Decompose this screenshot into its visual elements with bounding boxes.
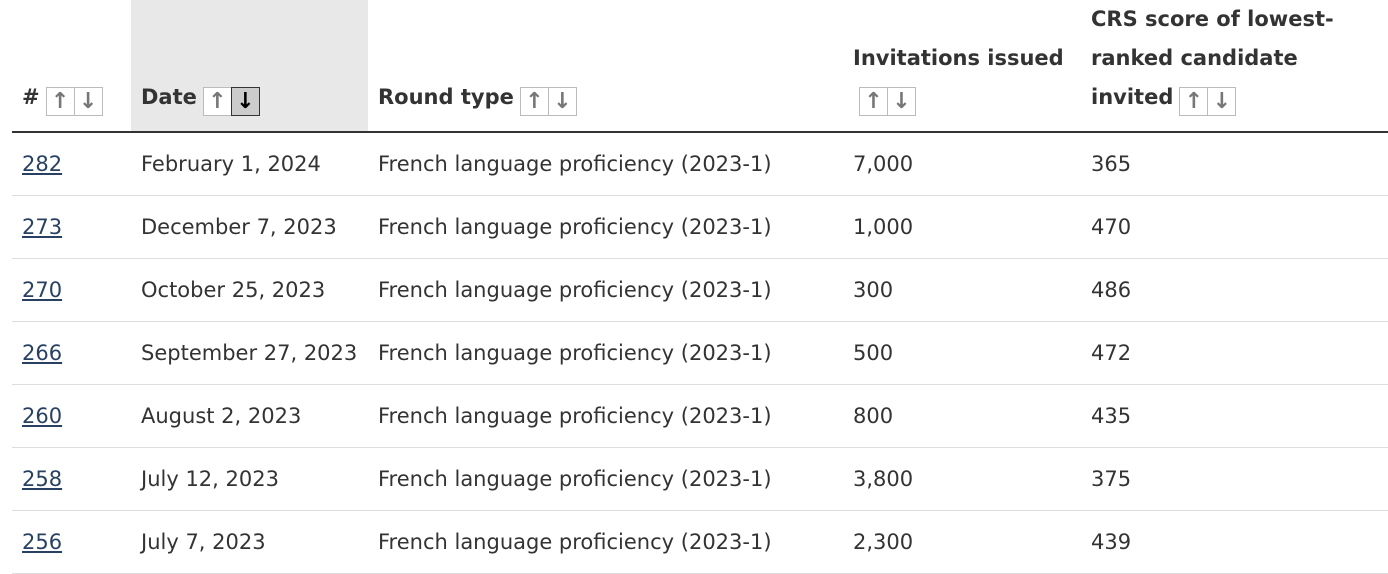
cell-num: 258: [12, 447, 131, 511]
cell-inv: 300: [843, 258, 1081, 322]
rounds-table: # ↑ ↓ Date ↑ ↓ Round type ↑ ↓ Invitations issu…: [12, 0, 1388, 574]
table-row: 256 July 7, 2023 French language proficien…: [12, 510, 1388, 574]
cell-round: French language proficiency (2023-1): [368, 321, 843, 385]
sort-asc-button[interactable]: ↑: [45, 87, 75, 116]
cell-round: French language proficiency (2023-1): [368, 132, 843, 196]
cell-crs: 439: [1081, 510, 1388, 574]
sort-desc-button[interactable]: ↓: [547, 87, 577, 116]
cell-inv: 3,800: [843, 447, 1081, 511]
cell-num: 266: [12, 321, 131, 385]
sort-asc-button[interactable]: ↑: [859, 87, 888, 116]
col-date: Date ↑ ↓: [131, 0, 368, 133]
sort-desc-button[interactable]: ↓: [73, 87, 103, 116]
cell-inv: 7,000: [843, 132, 1081, 196]
cell-inv: 1,000: [843, 195, 1081, 259]
cell-round: French language proficiency (2023-1): [368, 447, 843, 511]
cell-inv: 800: [843, 384, 1081, 448]
cell-round: French language proficiency (2023-1): [368, 384, 843, 448]
cell-date: December 7, 2023: [131, 195, 368, 259]
cell-inv: 500: [843, 321, 1081, 385]
round-link[interactable]: 270: [22, 278, 63, 302]
cell-crs: 486: [1081, 258, 1388, 322]
cell-round: French language proficiency (2023-1): [368, 258, 843, 322]
round-link[interactable]: 256: [22, 530, 63, 554]
cell-inv: 2,300: [843, 510, 1081, 574]
round-link[interactable]: 260: [22, 404, 63, 428]
round-link[interactable]: 266: [22, 341, 63, 365]
round-link[interactable]: 258: [22, 467, 63, 491]
cell-date: July 7, 2023: [131, 510, 368, 574]
round-link[interactable]: 282: [22, 152, 63, 176]
table-row: 258 July 12, 2023 French language proficie…: [12, 447, 1388, 511]
sort-asc-button[interactable]: ↑: [519, 87, 549, 116]
cell-crs: 472: [1081, 321, 1388, 385]
sort-asc-button[interactable]: ↑: [202, 87, 232, 116]
table-row: 270 October 25, 2023 French language profi…: [12, 258, 1388, 322]
cell-round: French language proficiency (2023-1): [368, 510, 843, 574]
cell-date: July 12, 2023: [131, 447, 368, 511]
table-row: 273 December 7, 2023 French language profi…: [12, 195, 1388, 259]
cell-num: 282: [12, 132, 131, 196]
table-row: 260 August 2, 2023 French language profici…: [12, 384, 1388, 448]
sort-desc-button[interactable]: ↓: [887, 87, 916, 116]
cell-num: 273: [12, 195, 131, 259]
round-link[interactable]: 273: [22, 215, 63, 239]
col-number: # ↑ ↓: [12, 0, 131, 133]
table-row: 282 February 1, 2024 French language profi…: [12, 132, 1388, 196]
cell-date: October 25, 2023: [131, 258, 368, 322]
cell-date: September 27, 2023: [131, 321, 368, 385]
cell-crs: 365: [1081, 132, 1388, 196]
col-round-type: Round type ↑ ↓: [368, 0, 843, 133]
table-row: 266 September 27, 2023 French language pro…: [12, 321, 1388, 385]
cell-num: 256: [12, 510, 131, 574]
cell-crs: 435: [1081, 384, 1388, 448]
col-crs: CRS score of lowest-ranked candidate inv…: [1081, 0, 1388, 133]
cell-num: 260: [12, 384, 131, 448]
cell-date: February 1, 2024: [131, 132, 368, 196]
sort-desc-button[interactable]: ↓: [230, 87, 260, 116]
cell-round: French language proficiency (2023-1): [368, 195, 843, 259]
sort-asc-button[interactable]: ↑: [1179, 87, 1209, 116]
cell-num: 270: [12, 258, 131, 322]
cell-crs: 470: [1081, 195, 1388, 259]
cell-date: August 2, 2023: [131, 384, 368, 448]
sort-desc-button[interactable]: ↓: [1207, 87, 1237, 116]
cell-crs: 375: [1081, 447, 1388, 511]
col-invitations: Invitations issued↑ ↓: [843, 0, 1081, 133]
